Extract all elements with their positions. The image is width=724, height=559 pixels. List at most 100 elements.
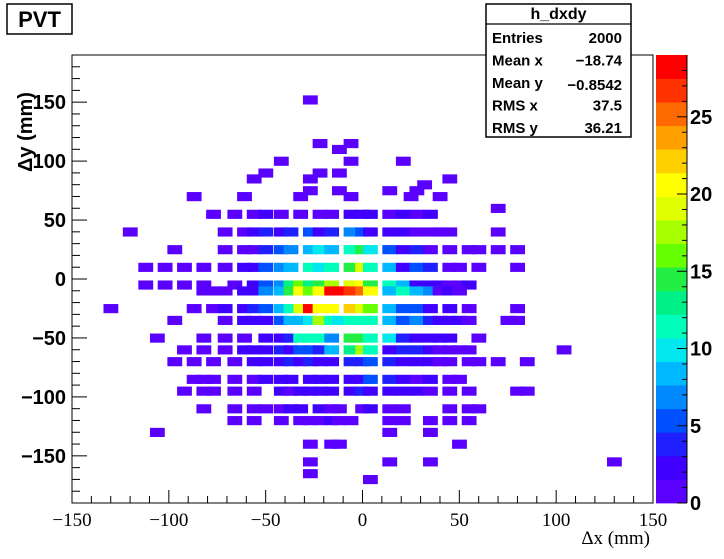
heatmap-bin bbox=[382, 245, 398, 255]
heatmap-bin bbox=[343, 209, 359, 219]
heatmap-bin bbox=[237, 333, 252, 343]
heatmap-bin bbox=[237, 262, 252, 272]
heatmap-bin bbox=[395, 209, 411, 219]
heatmap-bin bbox=[246, 416, 262, 426]
heatmap-bin bbox=[312, 374, 328, 384]
heatmap-bin bbox=[395, 280, 411, 290]
heatmap-bin bbox=[362, 404, 378, 414]
heatmap-bin bbox=[423, 416, 438, 426]
heatmap-bin bbox=[382, 286, 398, 296]
heatmap-bin bbox=[442, 304, 458, 314]
heatmap-bin bbox=[258, 168, 274, 178]
stats-row-value: −18.74 bbox=[576, 53, 623, 70]
color-scale-tick-label: 15 bbox=[690, 261, 712, 283]
heatmap-bin bbox=[293, 315, 309, 325]
heatmap-bin bbox=[196, 404, 212, 414]
x-tick-label: 150 bbox=[639, 510, 668, 531]
heatmap-bin bbox=[246, 357, 262, 367]
heatmap-bin bbox=[206, 286, 221, 296]
heatmap-bin bbox=[283, 304, 299, 314]
color-scale-swatch bbox=[656, 290, 687, 315]
heatmap-bin bbox=[324, 262, 340, 272]
heatmap-bin bbox=[362, 333, 378, 343]
heatmap-bin bbox=[273, 262, 289, 272]
heatmap-bin bbox=[442, 245, 458, 255]
color-scale: 0 5 10 15 20 25 bbox=[656, 55, 712, 515]
heatmap-bin bbox=[395, 286, 411, 296]
heatmap-bin bbox=[227, 416, 243, 426]
heatmap-bin bbox=[382, 315, 398, 325]
heatmap-bin bbox=[395, 374, 411, 384]
heatmap-bin bbox=[258, 227, 274, 237]
heatmap-bin bbox=[442, 174, 458, 184]
heatmap-bin bbox=[332, 439, 347, 449]
heatmap-bin bbox=[409, 374, 425, 384]
heatmap-bin bbox=[324, 404, 340, 414]
heatmap-bin bbox=[177, 386, 192, 396]
heatmap-bin bbox=[324, 386, 340, 396]
color-scale-swatch bbox=[656, 314, 687, 339]
heatmap-bin bbox=[302, 333, 318, 343]
heatmap-bin bbox=[246, 386, 262, 396]
heatmap-bin bbox=[246, 227, 262, 237]
color-scale-swatch bbox=[656, 125, 687, 150]
heatmap-bin bbox=[273, 416, 289, 426]
heatmap-bin bbox=[471, 404, 487, 414]
stats-row-label: Mean x bbox=[492, 53, 544, 70]
heatmap-bin bbox=[302, 345, 318, 355]
heatmap-bin bbox=[186, 304, 202, 314]
heatmap-bin bbox=[312, 345, 328, 355]
x-tick-label: −100 bbox=[149, 510, 188, 531]
heatmap-bin bbox=[324, 227, 340, 237]
heatmap-bin bbox=[246, 374, 262, 384]
heatmap-bin bbox=[510, 315, 525, 325]
heatmap-bin bbox=[362, 315, 378, 325]
color-scale-swatch bbox=[656, 479, 687, 504]
heatmap-bin bbox=[461, 304, 477, 314]
heatmap-bin bbox=[206, 374, 221, 384]
color-scale-swatch bbox=[656, 220, 687, 245]
heatmap-bin bbox=[382, 280, 398, 290]
heatmap-bin bbox=[355, 357, 371, 367]
heatmap-bin bbox=[409, 345, 425, 355]
stats-row-value: 36.21 bbox=[584, 120, 622, 137]
heatmap-bin bbox=[423, 457, 438, 467]
heatmap-bin bbox=[461, 416, 477, 426]
heatmap-bin bbox=[423, 357, 438, 367]
heatmap-bin bbox=[423, 245, 438, 255]
heatmap-bin bbox=[273, 227, 289, 237]
chart-title-box: PVT bbox=[6, 3, 73, 35]
heatmap-bin bbox=[149, 427, 165, 437]
stats-row-value: 37.5 bbox=[593, 98, 622, 115]
heatmap-bin bbox=[258, 286, 274, 296]
heatmap-bin bbox=[138, 262, 154, 272]
heatmap-bin bbox=[423, 286, 438, 296]
heatmap-bin bbox=[196, 386, 212, 396]
heatmap-bins bbox=[103, 95, 622, 485]
x-tick-label: 50 bbox=[450, 510, 469, 531]
heatmap-bin bbox=[227, 280, 243, 290]
heatmap-bin bbox=[452, 345, 467, 355]
heatmap-bin bbox=[556, 345, 572, 355]
heatmap-bin bbox=[409, 304, 425, 314]
heatmap-bin bbox=[343, 262, 359, 272]
heatmap-bin bbox=[177, 262, 192, 272]
heatmap-bin bbox=[355, 280, 371, 290]
heatmap-bin bbox=[343, 139, 359, 149]
heatmap-bin bbox=[227, 374, 243, 384]
heatmap-bin bbox=[490, 245, 506, 255]
heatmap-bin bbox=[355, 209, 371, 219]
heatmap-bin bbox=[332, 186, 347, 196]
heatmap-bin bbox=[196, 374, 212, 384]
heatmap-bin bbox=[302, 280, 318, 290]
heatmap-bin bbox=[206, 304, 221, 314]
heatmap-bin bbox=[293, 386, 309, 396]
heatmap-bin bbox=[273, 404, 289, 414]
heatmap-bin bbox=[302, 439, 318, 449]
heatmap-bin bbox=[332, 315, 347, 325]
heatmap-bin bbox=[395, 404, 411, 414]
heatmap-bin bbox=[362, 374, 378, 384]
heatmap-bin bbox=[355, 245, 371, 255]
heatmap-bin bbox=[432, 192, 448, 202]
heatmap-bin bbox=[273, 374, 289, 384]
